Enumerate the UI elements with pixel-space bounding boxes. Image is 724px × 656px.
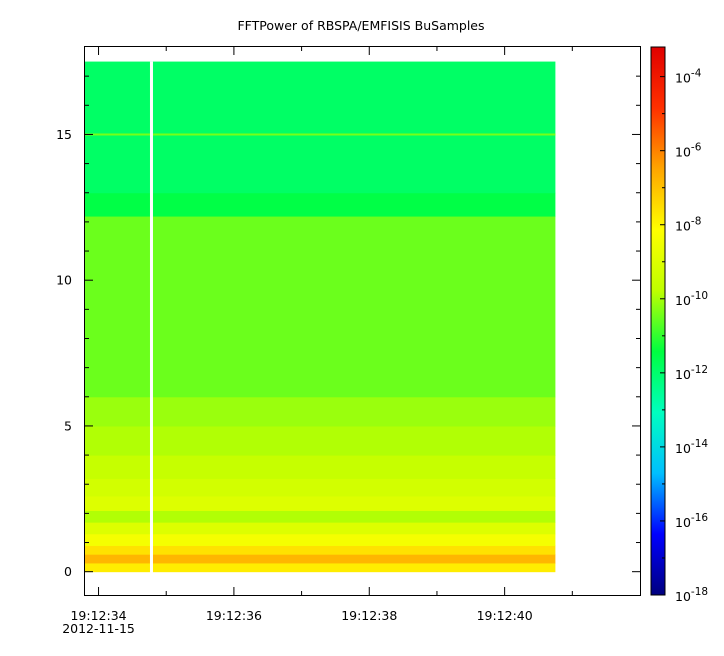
colorbar: 10-4 10-6 10-8 10-10 10-12 10-14 10-16 10-18 bbox=[650, 46, 708, 604]
colorbar-tick-label: 10-12 bbox=[675, 364, 708, 382]
y-axis: 0 5 10 15 bbox=[56, 75, 640, 579]
heatmap-band-12 bbox=[85, 192, 556, 217]
heatmap-band-9 bbox=[85, 425, 556, 456]
colorbar-gradient bbox=[650, 46, 666, 596]
x-tick-label: 19:12:34 bbox=[70, 608, 126, 623]
y-tick-label: 15 bbox=[56, 127, 72, 142]
x-tick-sublabel: 2012-11-15 bbox=[62, 621, 135, 636]
y-tick-label: 10 bbox=[56, 273, 72, 288]
heatmap-band-1 bbox=[85, 554, 556, 564]
colorbar-tick-label: 10-18 bbox=[675, 586, 708, 604]
y-tick-label: 5 bbox=[64, 418, 72, 433]
heatmap-band-8 bbox=[85, 455, 556, 479]
spectrogram-data bbox=[85, 61, 556, 573]
data-gap bbox=[149, 61, 153, 573]
x-tick-label: 19:12:40 bbox=[477, 608, 533, 623]
heatmap-band-6 bbox=[85, 495, 556, 511]
heatmap-band-11 bbox=[85, 216, 556, 398]
heatmap-band-3 bbox=[85, 533, 556, 546]
heatmap-band-4 bbox=[85, 522, 556, 535]
colorbar-tick-label: 10-16 bbox=[675, 512, 708, 530]
heatmap-band-5 bbox=[85, 510, 556, 523]
colorbar-tick-label: 10-4 bbox=[675, 68, 702, 86]
heatmap-band-10 bbox=[85, 396, 556, 427]
heatmap-band-0 bbox=[85, 562, 556, 573]
heatmap-band-13 bbox=[85, 61, 556, 194]
x-tick-label: 19:12:36 bbox=[206, 608, 262, 623]
colorbar-tick-label: 10-10 bbox=[675, 290, 708, 308]
colorbar-tick-label: 10-6 bbox=[675, 142, 702, 160]
heatmap-band-2 bbox=[85, 545, 556, 555]
x-tick-label: 19:12:38 bbox=[341, 608, 397, 623]
heatmap-band-7 bbox=[85, 478, 556, 497]
chart-title: FFTPower of RBSPA/EMFISIS BuSamples bbox=[237, 18, 484, 33]
y-tick-label: 0 bbox=[64, 564, 72, 579]
colorbar-tick-label: 10-14 bbox=[675, 438, 708, 456]
colorbar-tick-label: 10-8 bbox=[675, 216, 701, 234]
